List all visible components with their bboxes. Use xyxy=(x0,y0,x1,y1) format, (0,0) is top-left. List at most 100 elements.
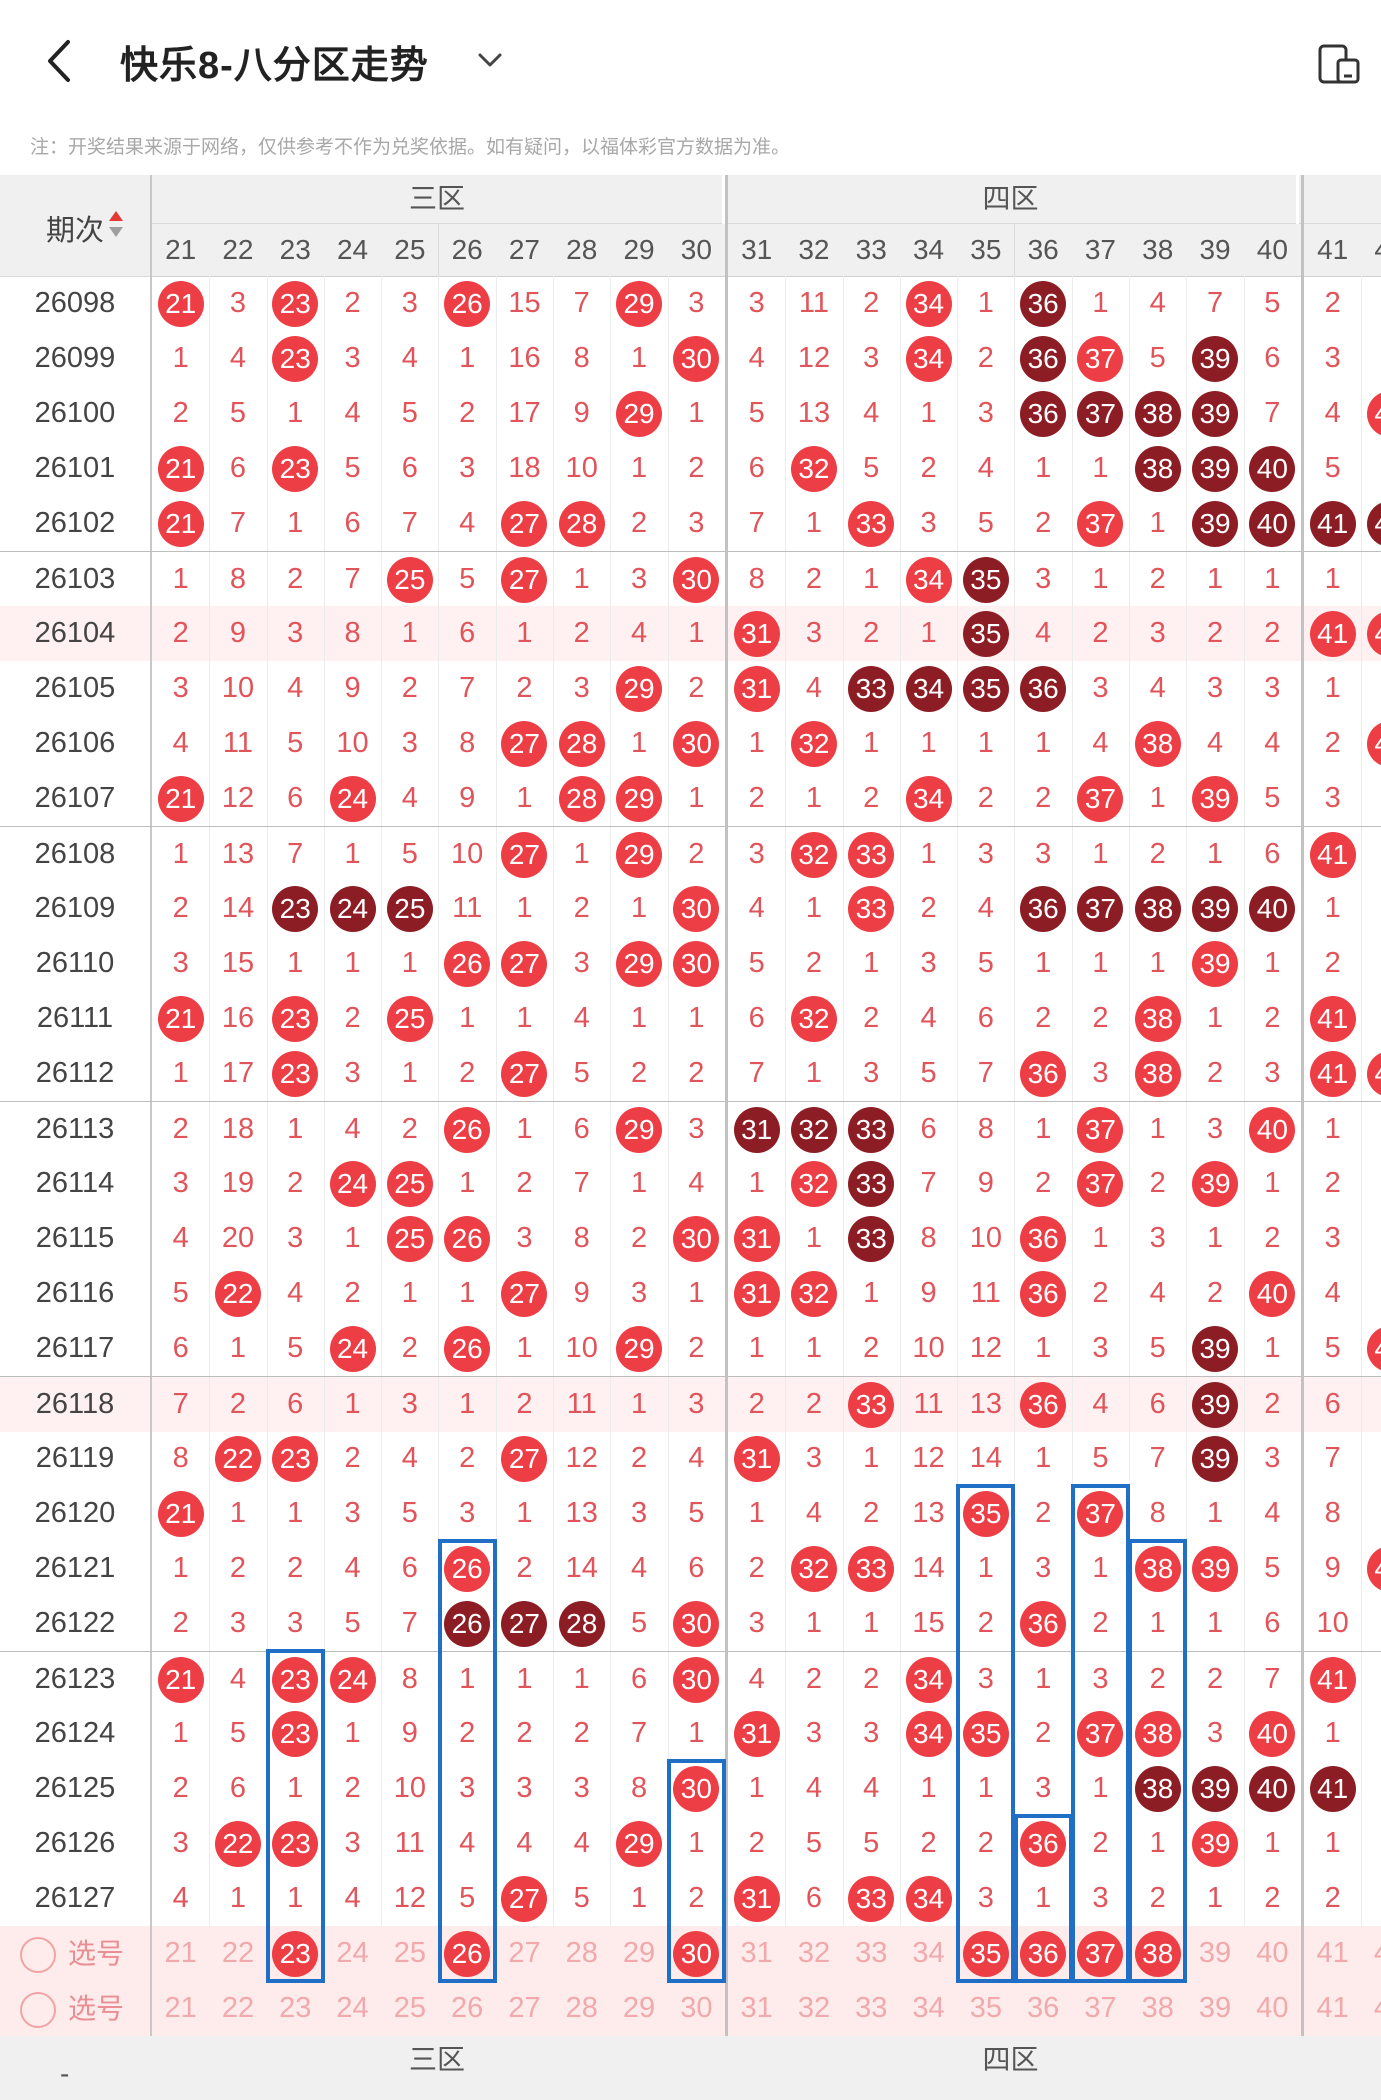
trend-cell[interactable]: 1 xyxy=(267,386,325,441)
trend-cell[interactable]: 1 xyxy=(267,1486,325,1541)
trend-cell[interactable]: 3 xyxy=(381,276,440,331)
trend-cell[interactable]: 26 xyxy=(439,1321,497,1376)
trend-cell[interactable]: 4 xyxy=(324,1102,383,1157)
trend-cell[interactable]: 2 xyxy=(1129,552,1188,607)
trend-cell[interactable]: 31 xyxy=(728,606,787,661)
trend-cell[interactable]: 10 xyxy=(900,1321,959,1376)
trend-cell[interactable]: 2 xyxy=(381,1321,440,1376)
trend-cell[interactable]: 2 xyxy=(610,496,669,551)
trend-cell[interactable]: 36 xyxy=(1015,1211,1073,1266)
trend-cell[interactable]: 10 xyxy=(324,716,383,771)
trend-cell[interactable]: 26 xyxy=(439,936,497,991)
trend-cell[interactable]: 1 xyxy=(900,606,959,661)
trend-cell[interactable]: 5 xyxy=(1304,1321,1363,1376)
trend-cell[interactable]: 3 xyxy=(553,1761,612,1816)
trend-cell[interactable]: 5 xyxy=(957,496,1016,551)
trend-cell[interactable]: 36 xyxy=(1015,661,1073,716)
trend-cell[interactable]: 27 xyxy=(496,1596,555,1651)
trend-cell[interactable]: 1 xyxy=(785,1596,844,1651)
trend-cell[interactable]: 3 xyxy=(785,606,844,661)
trend-cell[interactable]: 42 xyxy=(1361,1541,1381,1596)
trend-cell[interactable]: 2 xyxy=(728,1541,787,1596)
trend-cell[interactable]: 1 xyxy=(1361,276,1381,331)
trend-cell[interactable]: 2 xyxy=(1072,606,1131,661)
trend-cell[interactable]: 2 xyxy=(1015,496,1073,551)
trend-cell[interactable]: 40 xyxy=(1244,1266,1302,1321)
trend-cell[interactable]: 21 xyxy=(152,1486,211,1541)
trend-cell[interactable]: 5 xyxy=(610,1596,669,1651)
trend-cell[interactable]: 1 xyxy=(1186,552,1245,607)
trend-cell[interactable]: 1 xyxy=(668,1706,726,1761)
trend-cell[interactable]: 33 xyxy=(843,881,901,936)
trend-cell[interactable]: 35 xyxy=(957,606,1016,661)
trend-cell[interactable]: 2 xyxy=(843,1486,901,1541)
trend-cell[interactable]: 6 xyxy=(1244,1596,1302,1651)
trend-cell[interactable]: 1 xyxy=(439,1266,497,1321)
trend-cell[interactable]: 1 xyxy=(1186,991,1245,1046)
trend-cell[interactable]: 1 xyxy=(668,386,726,441)
trend-cell[interactable]: 31 xyxy=(728,1871,787,1926)
select-number[interactable]: 27 xyxy=(508,1992,541,2024)
trend-cell[interactable]: 1 xyxy=(267,936,325,991)
trend-cell[interactable]: 1 xyxy=(900,1761,959,1816)
trend-cell[interactable]: 40 xyxy=(1244,1761,1302,1816)
trend-cell[interactable]: 3 xyxy=(553,661,612,716)
trend-cell[interactable]: 5 xyxy=(900,1046,959,1101)
trend-cell[interactable]: 35 xyxy=(957,1486,1016,1541)
trend-cell[interactable]: 5 xyxy=(553,1871,612,1926)
trend-cell[interactable]: 34 xyxy=(900,771,959,826)
select-number[interactable]: 37 xyxy=(1072,1926,1129,1981)
trend-cell[interactable]: 4 xyxy=(1304,1266,1363,1321)
trend-cell[interactable]: 4 xyxy=(152,716,211,771)
trend-cell[interactable]: 5 xyxy=(209,386,268,441)
trend-cell[interactable]: 34 xyxy=(900,1706,959,1761)
trend-cell[interactable]: 5 xyxy=(728,936,787,991)
trend-cell[interactable]: 4 xyxy=(267,661,325,716)
select-label[interactable]: 选号 xyxy=(0,1926,152,1981)
select-number[interactable]: 28 xyxy=(565,1992,598,2024)
trend-cell[interactable]: 1 xyxy=(843,1431,901,1486)
trend-cell[interactable]: 29 xyxy=(610,936,669,991)
trend-cell[interactable]: 42 xyxy=(1361,386,1381,441)
trend-cell[interactable]: 22 xyxy=(209,1266,268,1321)
trend-cell[interactable]: 1 xyxy=(668,606,726,661)
trend-cell[interactable]: 25 xyxy=(381,552,440,607)
trend-cell[interactable]: 1 xyxy=(1361,441,1381,496)
trend-cell[interactable]: 3 xyxy=(1129,606,1188,661)
trend-cell[interactable]: 4 xyxy=(439,496,497,551)
trend-cell[interactable]: 3 xyxy=(496,1211,555,1266)
trend-cell[interactable]: 11 xyxy=(381,1816,440,1871)
trend-cell[interactable]: 3 xyxy=(1361,881,1381,936)
trend-cell[interactable]: 8 xyxy=(439,716,497,771)
table-row[interactable]: 26115420312526382303113381036131233 xyxy=(0,1211,1381,1266)
trend-cell[interactable]: 7 xyxy=(553,1156,612,1211)
trend-cell[interactable]: 6 xyxy=(957,991,1016,1046)
trend-cell[interactable]: 37 xyxy=(1072,386,1131,441)
trend-cell[interactable]: 39 xyxy=(1186,386,1245,441)
trend-cell[interactable]: 3 xyxy=(152,661,211,716)
select-number[interactable]: 40 xyxy=(1256,1937,1289,1969)
trend-cell[interactable]: 40 xyxy=(1244,441,1302,496)
trend-cell[interactable]: 36 xyxy=(1015,1046,1073,1101)
trend-cell[interactable]: 31 xyxy=(728,1266,787,1321)
trend-cell[interactable]: 4 xyxy=(209,331,268,386)
select-label[interactable]: 选号 xyxy=(0,1981,152,2036)
trend-cell[interactable]: 12 xyxy=(957,1321,1016,1376)
trend-cell[interactable]: 2 xyxy=(496,1377,555,1432)
trend-cell[interactable]: 4 xyxy=(668,1431,726,1486)
trend-cell[interactable]: 6 xyxy=(553,1102,612,1157)
trend-cell[interactable]: 10 xyxy=(957,1211,1016,1266)
trend-cell[interactable]: 9 xyxy=(1304,1541,1363,1596)
trend-cell[interactable]: 7 xyxy=(381,1596,440,1651)
trend-cell[interactable]: 4 xyxy=(381,331,440,386)
trend-cell[interactable]: 33 xyxy=(843,661,901,716)
trend-cell[interactable]: 2 xyxy=(1244,606,1302,661)
trend-cell[interactable]: 5 xyxy=(381,827,440,882)
trend-cell[interactable]: 29 xyxy=(610,1321,669,1376)
trend-cell[interactable]: 39 xyxy=(1186,1761,1245,1816)
trend-cell[interactable]: 2 xyxy=(1244,1377,1302,1432)
trend-cell[interactable]: 4 xyxy=(1129,276,1188,331)
trend-cell[interactable]: 25 xyxy=(381,1211,440,1266)
trend-cell[interactable]: 22 xyxy=(209,1816,268,1871)
trend-cell[interactable]: 23 xyxy=(267,1431,325,1486)
